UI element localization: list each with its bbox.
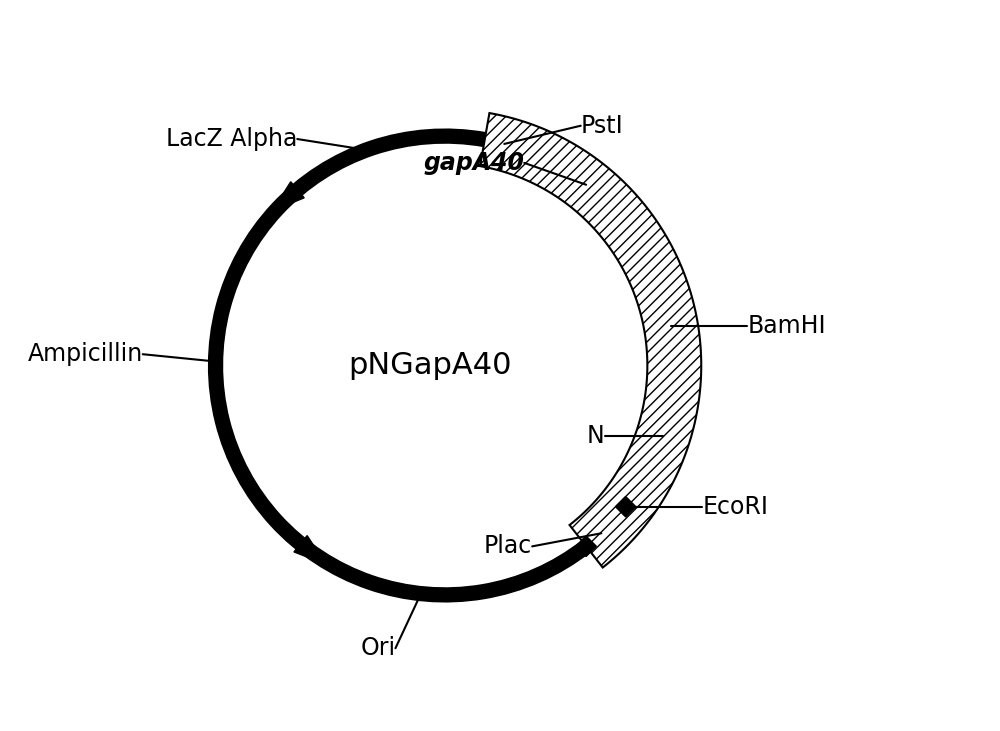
Polygon shape	[294, 536, 326, 564]
Text: pNGapA40: pNGapA40	[349, 351, 512, 380]
Text: Plac: Plac	[484, 534, 532, 558]
Polygon shape	[576, 536, 596, 556]
Text: BamHI: BamHI	[747, 314, 826, 338]
Text: LacZ Alpha: LacZ Alpha	[166, 127, 297, 151]
Polygon shape	[615, 496, 636, 517]
Text: gapA40: gapA40	[423, 151, 524, 175]
Text: Ampicillin: Ampicillin	[27, 342, 143, 366]
Text: PstI: PstI	[581, 114, 623, 137]
Text: N: N	[587, 425, 605, 448]
Text: EcoRI: EcoRI	[702, 495, 768, 519]
Polygon shape	[480, 113, 701, 567]
Text: Ori: Ori	[360, 636, 395, 660]
Polygon shape	[272, 182, 304, 211]
